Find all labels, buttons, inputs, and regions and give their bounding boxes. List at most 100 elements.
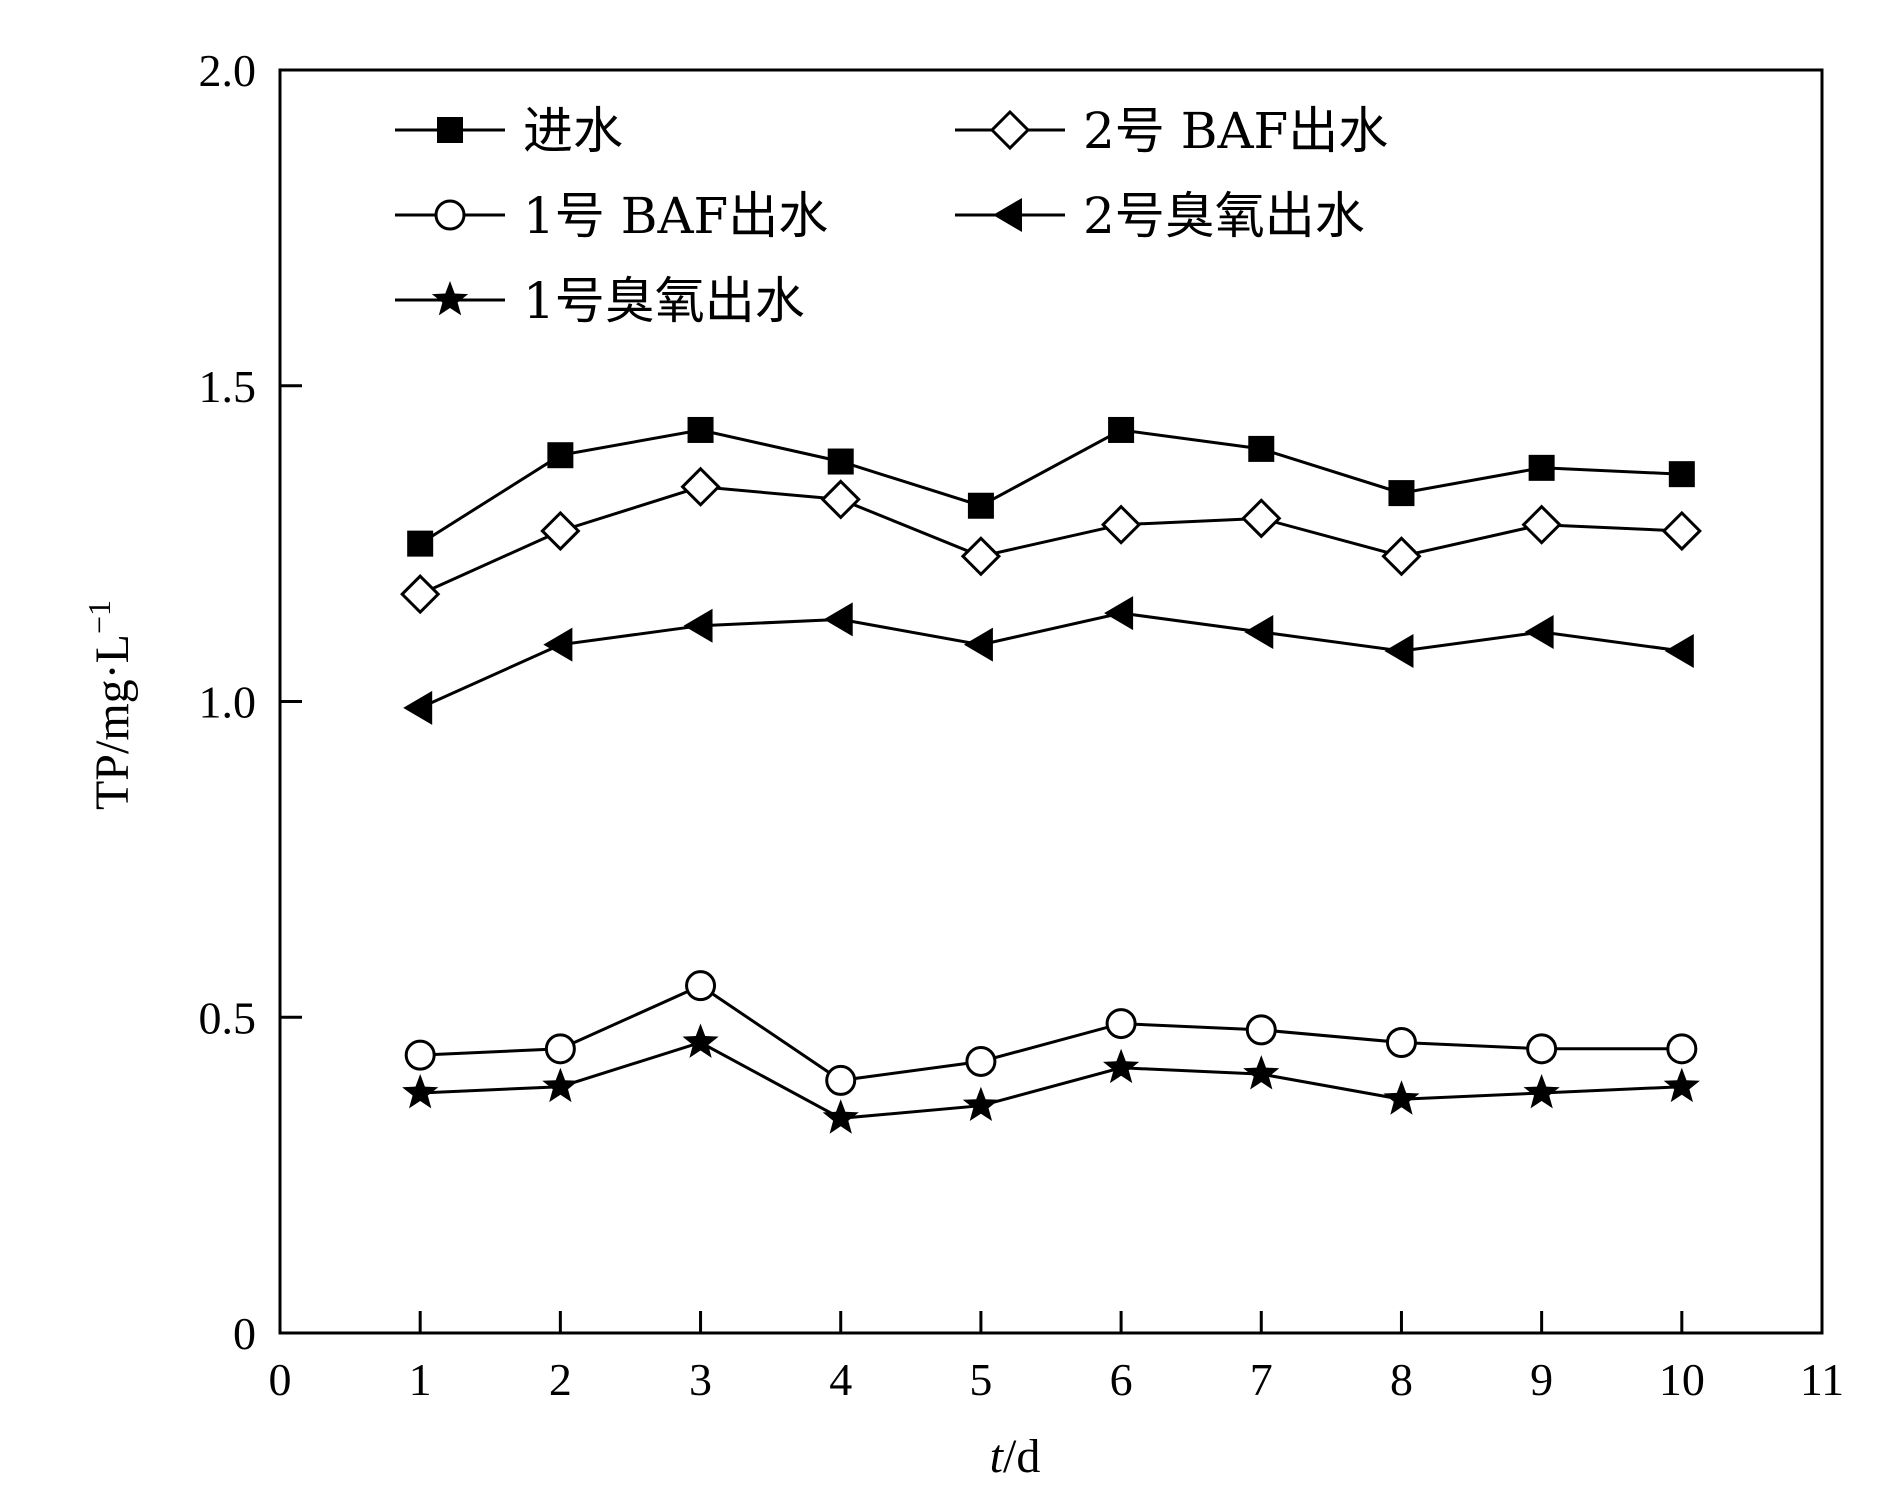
legend-label: 2号 BAF出水 bbox=[1083, 102, 1388, 160]
data-point bbox=[820, 479, 861, 520]
x-tick-label: 7 bbox=[1250, 1354, 1273, 1405]
data-point bbox=[402, 1074, 439, 1109]
x-tick-label: 6 bbox=[1110, 1354, 1133, 1405]
x-tick-label: 5 bbox=[969, 1354, 992, 1405]
data-point bbox=[407, 530, 434, 557]
data-point bbox=[827, 448, 854, 475]
x-tick-label: 3 bbox=[689, 1354, 712, 1405]
data-point bbox=[1528, 454, 1555, 481]
x-tick-label: 1 bbox=[409, 1354, 432, 1405]
data-point bbox=[963, 627, 993, 662]
y-tick-label: 1.5 bbox=[199, 361, 257, 412]
data-point bbox=[1243, 1055, 1280, 1090]
data-point bbox=[1241, 498, 1282, 539]
legend-item: 1号 BAF出水 bbox=[395, 187, 828, 245]
data-point bbox=[1526, 1033, 1558, 1065]
data-point bbox=[1664, 633, 1694, 668]
data-point bbox=[962, 1086, 999, 1121]
x-tick-label: 2 bbox=[549, 1354, 572, 1405]
y-tick-label: 2.0 bbox=[199, 45, 257, 96]
y-tick-label: 1.0 bbox=[199, 677, 257, 728]
data-point bbox=[1100, 504, 1142, 545]
legend: 进水 2号 BAF出水 1号 BAF出水 2号臭氧出水 1号臭氧出水 bbox=[395, 102, 1388, 330]
data-point bbox=[1668, 461, 1695, 488]
data-point bbox=[822, 1099, 859, 1134]
legend-item: 1号臭氧出水 bbox=[395, 272, 805, 330]
data-point bbox=[1108, 416, 1135, 443]
series-line bbox=[419, 428, 1682, 545]
legend-item: 进水 bbox=[395, 102, 623, 160]
data-point bbox=[1248, 435, 1275, 462]
data-point bbox=[1523, 1074, 1560, 1109]
data-point bbox=[1381, 536, 1422, 577]
series-line bbox=[419, 485, 1682, 596]
series-1 bbox=[407, 416, 1695, 557]
data-point bbox=[404, 1039, 436, 1071]
y-tick-label: 0.5 bbox=[199, 992, 257, 1043]
legend-label: 进水 bbox=[523, 102, 623, 160]
x-tick-label: 4 bbox=[829, 1354, 852, 1405]
data-point bbox=[1524, 615, 1554, 650]
legend-marker bbox=[993, 198, 1022, 232]
series-line bbox=[419, 611, 1683, 710]
y-axis: 0 0.5 1.0 1.5 2.0 bbox=[199, 45, 302, 1359]
legend-marker bbox=[431, 281, 469, 316]
legend-item: 2号 BAF出水 bbox=[955, 102, 1388, 160]
data-point bbox=[967, 492, 994, 519]
data-point bbox=[400, 574, 441, 615]
data-point bbox=[542, 1067, 579, 1103]
data-point bbox=[823, 602, 853, 637]
data-point bbox=[543, 627, 573, 662]
series-layer bbox=[400, 416, 1702, 1134]
x-tick-label: 9 bbox=[1530, 1354, 1553, 1405]
data-point bbox=[1521, 504, 1562, 545]
x-axis: 0 1 2 3 4 5 6 7 8 9 10 11 bbox=[269, 1311, 1844, 1405]
data-point bbox=[1388, 480, 1415, 507]
series-line bbox=[420, 983, 1682, 1082]
data-point bbox=[682, 1023, 719, 1058]
data-point bbox=[1245, 1014, 1277, 1046]
legend-label: 1号 BAF出水 bbox=[523, 187, 828, 245]
legend-marker bbox=[434, 199, 466, 231]
data-point bbox=[1104, 596, 1134, 631]
data-point bbox=[1384, 633, 1414, 668]
data-point bbox=[685, 970, 717, 1002]
series-3 bbox=[404, 970, 1698, 1096]
data-point bbox=[1105, 1008, 1137, 1040]
data-point bbox=[1666, 1033, 1698, 1065]
legend-label: 2号臭氧出水 bbox=[1083, 187, 1365, 245]
data-point bbox=[1385, 1027, 1417, 1059]
data-point bbox=[1244, 615, 1274, 650]
legend-item: 2号臭氧出水 bbox=[955, 187, 1365, 245]
legend-marker bbox=[989, 109, 1031, 151]
data-point bbox=[547, 442, 574, 469]
y-axis-label: TP/mg·L−1 bbox=[81, 600, 139, 810]
data-point bbox=[960, 536, 1002, 577]
legend-label: 1号臭氧出水 bbox=[523, 272, 805, 330]
data-point bbox=[687, 416, 714, 443]
x-tick-label: 11 bbox=[1800, 1354, 1844, 1405]
series-2 bbox=[400, 466, 1702, 615]
series-5 bbox=[402, 1023, 1700, 1134]
data-point bbox=[680, 466, 721, 507]
data-point bbox=[540, 510, 581, 552]
data-point bbox=[1383, 1080, 1420, 1115]
data-point bbox=[683, 608, 713, 643]
data-point bbox=[825, 1064, 857, 1096]
data-point bbox=[544, 1033, 576, 1065]
series-line bbox=[420, 1040, 1682, 1120]
series-4 bbox=[403, 596, 1694, 725]
x-tick-label: 0 bbox=[269, 1354, 292, 1405]
data-point bbox=[965, 1045, 997, 1077]
x-axis-label: t/d bbox=[990, 1430, 1041, 1483]
legend-marker bbox=[437, 117, 463, 143]
data-point bbox=[403, 690, 433, 725]
x-tick-label: 8 bbox=[1390, 1354, 1413, 1405]
y-tick-label: 0 bbox=[233, 1308, 256, 1359]
data-point bbox=[1663, 1067, 1700, 1103]
data-point bbox=[1661, 510, 1702, 552]
x-tick-label: 10 bbox=[1659, 1354, 1705, 1405]
data-point bbox=[1103, 1048, 1140, 1084]
